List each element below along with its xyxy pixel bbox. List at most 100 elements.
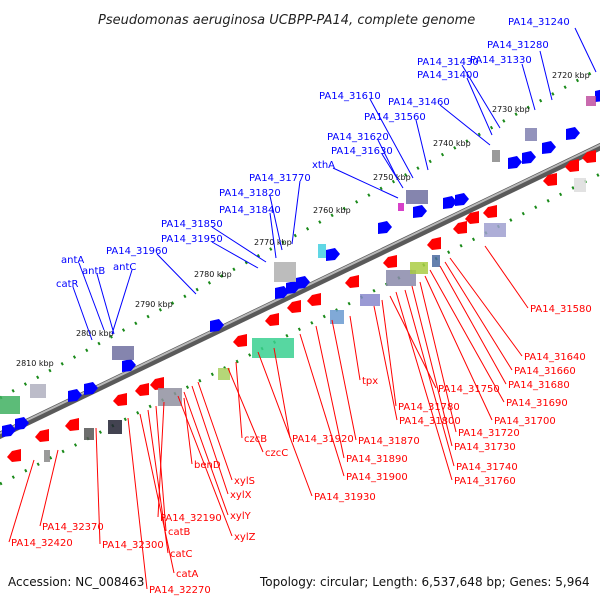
- gene-label: PA14_32270: [149, 585, 211, 596]
- gene-label: antA: [61, 255, 84, 266]
- gene-label: tpx: [362, 376, 378, 387]
- label-leader-line: [127, 417, 148, 590]
- gene-block: [360, 294, 380, 306]
- forward-gene-arrow: [508, 156, 522, 169]
- label-leader-line: [574, 27, 597, 73]
- gene-label: catC: [170, 549, 193, 560]
- gene-features: [0, 89, 600, 462]
- tick-label: 2720 kbp: [552, 71, 590, 80]
- forward-gene-arrow: [2, 424, 16, 437]
- label-leader-line: [395, 291, 453, 481]
- gene-block: [0, 396, 20, 414]
- gene-block: [218, 368, 230, 380]
- gene-label: PA14_31930: [314, 492, 376, 503]
- gene-block: [108, 420, 122, 434]
- gene-block: [84, 428, 94, 440]
- gene-label: PA14_31840: [219, 205, 281, 216]
- forward-gene-arrow: [296, 276, 310, 289]
- gene-label: PA14_31580: [530, 304, 592, 315]
- genome-backbone: [0, 142, 600, 440]
- genome-summary-text: Topology: circular; Length: 6,537,648 bp…: [259, 575, 590, 589]
- tick-label: 2760 kbp: [313, 206, 351, 215]
- forward-gene-arrow: [542, 141, 556, 154]
- label-leader-line: [461, 64, 501, 129]
- tick-label: 2800 kbp: [76, 329, 114, 338]
- label-leader-line: [439, 265, 507, 385]
- gene-label: czcB: [244, 434, 267, 445]
- label-leader-line: [155, 405, 167, 532]
- reverse-gene-arrow: [465, 211, 479, 224]
- gene-label: PA14_31700: [494, 416, 556, 427]
- gene-block: [158, 388, 182, 406]
- forward-gene-arrow: [566, 127, 580, 140]
- forward-gene-arrow: [595, 89, 600, 102]
- gene-label: catR: [56, 279, 79, 290]
- label-leader-line: [257, 351, 313, 497]
- tick-label: 2810 kbp: [16, 359, 54, 368]
- gene-label: catA: [176, 569, 199, 580]
- gene-block: [252, 338, 294, 358]
- label-leader-line: [484, 245, 529, 309]
- gene-label: PA14_31850: [161, 219, 223, 230]
- label-leader-line: [315, 325, 345, 459]
- label-leader-line: [96, 273, 115, 335]
- gene-block: [30, 384, 46, 398]
- gene-label: PA14_31800: [399, 416, 461, 427]
- gene-label: PA14_31640: [524, 352, 586, 363]
- gene-label: PA14_31460: [388, 97, 450, 108]
- gene-label: PA14_31750: [438, 384, 500, 395]
- gene-block: [398, 203, 404, 211]
- gene-label: PA14_31770: [249, 173, 311, 184]
- gene-label: PA14_31610: [319, 91, 381, 102]
- reverse-gene-arrow: [307, 293, 321, 306]
- gene-block: [586, 96, 596, 106]
- label-leader-line: [415, 119, 429, 171]
- gene-label: PA14_31820: [219, 188, 281, 199]
- label-leader-line: [389, 295, 437, 389]
- gene-label: PA14_31630: [331, 146, 393, 157]
- gene-label: PA14_31400: [417, 70, 479, 81]
- label-leader-line: [235, 361, 243, 439]
- label-leader-line: [211, 226, 267, 263]
- gene-label: PA14_31280: [487, 40, 549, 51]
- reverse-gene-arrow: [150, 377, 164, 390]
- label-leader-line: [521, 63, 536, 111]
- forward-gene-labels: PA14_31240 PA14_31280 PA14_31330PA14_31430…: [56, 17, 597, 341]
- reverse-gene-arrow: [383, 255, 397, 268]
- gene-block: [274, 262, 296, 282]
- label-leader-line: [299, 333, 345, 477]
- reverse-gene-arrow: [453, 221, 467, 234]
- forward-gene-arrow: [84, 382, 98, 395]
- forward-gene-arrow: [210, 319, 224, 332]
- gene-label: PA14_31430: [417, 57, 479, 68]
- reverse-gene-arrow: [427, 237, 441, 250]
- reverse-gene-labels: PA14_31580 PA14_31640 PA14_31660 PA14_31680…: [8, 245, 592, 596]
- gene-label: PA14_31920: [292, 434, 354, 445]
- label-leader-line: [269, 195, 283, 251]
- forward-gene-arrow: [68, 389, 82, 402]
- forward-gene-arrow: [455, 193, 469, 206]
- forward-gene-arrow: [443, 196, 457, 209]
- gene-label: PA14_31720: [458, 428, 520, 439]
- gene-label: PA14_32370: [42, 522, 104, 533]
- forward-gene-arrow: [522, 151, 536, 164]
- label-leader-line: [72, 286, 93, 341]
- gene-label: benD: [194, 460, 221, 471]
- label-leader-line: [227, 367, 264, 453]
- inner-dotted-track: [0, 172, 600, 486]
- gene-label: catB: [168, 527, 191, 538]
- reverse-gene-arrow: [483, 205, 497, 218]
- tick-label: 2790 kbp: [135, 300, 173, 309]
- forward-gene-arrow: [413, 205, 427, 218]
- label-leader-line: [95, 427, 101, 545]
- reverse-gene-arrow: [345, 275, 359, 288]
- label-leader-line: [381, 299, 397, 407]
- label-leader-line: [211, 241, 259, 269]
- reverse-gene-arrow: [543, 173, 557, 186]
- label-leader-line: [139, 413, 175, 574]
- label-leader-line: [377, 139, 399, 181]
- gene-label: PA14_31680: [508, 380, 570, 391]
- label-leader-line: [291, 180, 301, 245]
- reverse-gene-arrow: [582, 150, 596, 163]
